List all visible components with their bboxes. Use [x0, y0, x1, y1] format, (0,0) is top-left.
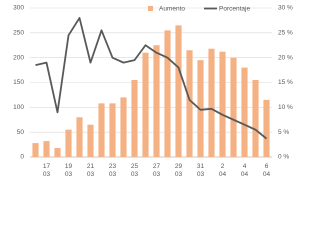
bar — [32, 143, 39, 157]
x-tick-label-line: 03 — [153, 171, 161, 178]
bar — [153, 45, 160, 157]
x-tick-label-line: 6 — [265, 163, 269, 170]
x-tick-label-line: 2 — [221, 163, 225, 170]
y2-tick-label: 30 % — [278, 5, 293, 12]
bar — [241, 67, 248, 157]
y2-tick-label: 5 % — [278, 129, 289, 136]
x-tick-label-line: 03 — [109, 171, 117, 178]
y2-tick-label: 15 % — [278, 79, 293, 86]
x-tick-label: 6 04 — [263, 163, 271, 178]
x-tick-label-line: 19 — [65, 163, 73, 170]
x-tick-label: 31 03 — [197, 163, 205, 178]
bar — [54, 148, 61, 157]
y-tick-label: 300 — [13, 5, 24, 12]
bar — [109, 103, 116, 157]
bar — [131, 80, 138, 157]
bar — [43, 141, 50, 157]
x-tick-label: 17 03 — [43, 163, 51, 178]
bar — [263, 99, 270, 157]
bar — [252, 80, 259, 157]
x-tick-label-line: 03 — [65, 171, 73, 178]
x-tick-label: 27 03 — [153, 163, 161, 178]
y-tick-label: 150 — [13, 79, 24, 86]
x-tick-label: 25 03 — [131, 163, 139, 178]
y-tick-label: 250 — [13, 30, 24, 37]
bar — [120, 97, 127, 157]
y2-tick-label: 25 % — [278, 30, 293, 37]
bar — [142, 52, 149, 158]
legend-label: Aumento — [159, 6, 185, 13]
x-tick-label: 23 03 — [109, 163, 117, 178]
bar — [87, 124, 94, 157]
x-tick-label-line: 4 — [243, 163, 247, 170]
bar — [98, 103, 105, 157]
x-tick-label-line: 04 — [263, 171, 271, 178]
x-tick-label-line: 31 — [197, 163, 205, 170]
x-tick-label: 19 03 — [65, 163, 73, 178]
x-tick-label-line: 17 — [43, 163, 51, 170]
x-tick-label-line: 23 — [109, 163, 117, 170]
x-tick-label-line: 03 — [87, 171, 95, 178]
y2-tick-label: 20 % — [278, 54, 293, 61]
y-tick-label: 100 — [13, 104, 24, 111]
bar — [208, 48, 215, 157]
x-tick-label-line: 21 — [87, 163, 95, 170]
line — [35, 17, 268, 140]
x-tick-label-line: 04 — [219, 171, 227, 178]
x-tick-label-line: 27 — [153, 163, 161, 170]
bar — [164, 30, 171, 158]
y2-tick-label: 10 % — [278, 104, 293, 111]
x-tick-label-line: 03 — [43, 171, 51, 178]
x-tick-label-line: 04 — [241, 171, 249, 178]
x-tick-label-line: 03 — [197, 171, 205, 178]
bar — [76, 117, 83, 157]
bar — [65, 129, 72, 157]
y-tick-label: 200 — [13, 54, 24, 61]
bar — [219, 51, 226, 157]
bar — [175, 25, 182, 158]
x-tick-label-line: 03 — [131, 171, 139, 178]
bar — [197, 60, 204, 157]
x-tick-label: 29 03 — [175, 163, 183, 178]
legend-swatch — [148, 6, 153, 11]
x-tick-label-line: 29 — [175, 163, 183, 170]
y2-tick-label: 0 % — [278, 154, 289, 161]
bar — [230, 57, 237, 157]
legend-label: Porcentaje — [219, 6, 250, 13]
bar — [186, 50, 193, 157]
x-tick-label-line: 25 — [131, 163, 139, 170]
x-tick-label-line: 03 — [175, 171, 183, 178]
y-tick-label: 0 — [20, 154, 24, 161]
y-tick-label: 50 — [17, 129, 25, 136]
x-tick-label: 2 04 — [219, 163, 227, 178]
chart: 0 50 100 150 200 250 300 0 % 5 % 10 % 15 % 20 % 25 %… — [13, 5, 293, 178]
x-tick-label: 4 04 — [241, 163, 249, 178]
x-tick-label: 21 03 — [87, 163, 95, 178]
